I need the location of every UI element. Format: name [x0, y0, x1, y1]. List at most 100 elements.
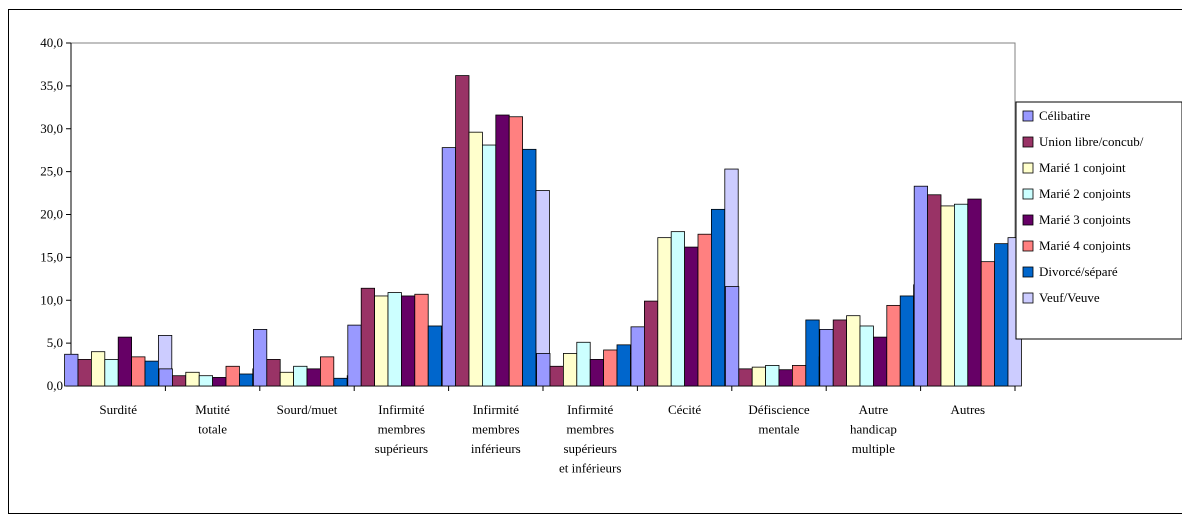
- bar: [549, 365, 564, 387]
- bar: [131, 356, 146, 387]
- x-tick-label: Autre: [859, 402, 889, 417]
- y-tick-label: 25,0: [40, 164, 63, 179]
- bar: [738, 368, 753, 387]
- y-tick-label: 30,0: [40, 121, 63, 136]
- bar: [117, 336, 132, 387]
- legend-swatch: [1022, 136, 1034, 148]
- x-tick-label: Infirmité: [473, 402, 519, 417]
- legend-label: Divorcé/séparé: [1039, 264, 1118, 279]
- bar: [805, 319, 820, 387]
- bar: [873, 336, 888, 387]
- bar: [859, 325, 874, 387]
- legend-label: Marié 1 conjoint: [1039, 160, 1126, 175]
- bar: [792, 365, 807, 387]
- bar: [225, 365, 240, 387]
- bar: [778, 369, 793, 387]
- bar: [400, 295, 416, 387]
- bar: [427, 325, 443, 387]
- bar: [238, 373, 254, 387]
- bar: [360, 287, 376, 387]
- x-tick-label: Surdité: [99, 402, 137, 417]
- bar: [252, 329, 268, 387]
- legend-label: Marié 3 conjoints: [1039, 212, 1131, 227]
- x-tick-label: handicap: [850, 422, 897, 437]
- bar: [468, 131, 483, 387]
- bar: [684, 246, 699, 387]
- x-tick-label: totale: [198, 422, 227, 437]
- bar: [293, 365, 308, 387]
- bar: [185, 371, 200, 387]
- bar: [765, 365, 780, 387]
- bar: [77, 359, 92, 387]
- legend-label: Marié 4 conjoints: [1039, 238, 1131, 253]
- x-tick-label: et inférieurs: [559, 461, 621, 476]
- bar: [266, 359, 281, 387]
- bar: [414, 293, 429, 387]
- x-tick-label: supérieurs: [375, 441, 428, 456]
- x-tick-label: inférieurs: [471, 441, 521, 456]
- legend-swatch: [1022, 162, 1034, 174]
- x-tick-label: Mutité: [195, 402, 230, 417]
- bar: [536, 353, 551, 387]
- bar: [104, 359, 119, 387]
- legend-label: Union libre/concub/: [1039, 134, 1144, 149]
- bar: [306, 368, 321, 387]
- bar: [630, 326, 645, 387]
- bar: [522, 148, 537, 387]
- bar: [980, 261, 996, 387]
- bar: [725, 286, 740, 387]
- bar: [899, 295, 915, 387]
- bar: [832, 319, 848, 387]
- bar: [576, 341, 591, 387]
- bar: [374, 295, 389, 387]
- bar: [589, 359, 605, 387]
- bar: [387, 292, 402, 387]
- x-tick-label: Défiscience: [748, 402, 810, 417]
- legend-label: Veuf/Veuve: [1039, 290, 1100, 305]
- legend-swatch: [1022, 188, 1034, 200]
- bar: [144, 360, 159, 387]
- x-tick-label: Cécité: [668, 402, 701, 417]
- bar: [603, 349, 618, 387]
- bar: [940, 205, 955, 387]
- bar: [158, 368, 173, 387]
- bar: [954, 203, 969, 387]
- bar: [819, 329, 834, 387]
- x-tick-label: Infirmité: [378, 402, 424, 417]
- bar: [886, 304, 901, 387]
- bar: [198, 375, 213, 387]
- bar: [64, 353, 79, 387]
- y-tick-label: 0,0: [47, 378, 63, 393]
- legend-swatch: [1022, 240, 1034, 252]
- legend-swatch: [1022, 214, 1034, 226]
- y-tick-label: 10,0: [40, 292, 63, 307]
- bar: [441, 147, 457, 387]
- bar: [967, 198, 982, 387]
- bar: [508, 116, 524, 387]
- bar: [711, 208, 726, 387]
- bar: [697, 233, 712, 387]
- x-tick-label: Infirmité: [567, 402, 613, 417]
- y-tick-label: 40,0: [40, 35, 63, 50]
- y-tick-label: 15,0: [40, 249, 63, 264]
- bar: [846, 315, 861, 387]
- legend: [1015, 101, 1182, 340]
- legend-swatch: [1022, 266, 1034, 278]
- y-tick-label: 20,0: [40, 207, 63, 222]
- bar: [751, 366, 767, 387]
- bar: [171, 375, 187, 387]
- bar: [319, 356, 335, 387]
- bar: [481, 144, 497, 387]
- bar: [657, 237, 672, 387]
- bar: [913, 185, 929, 387]
- bar: [616, 344, 631, 387]
- legend-label: Marié 2 conjoints: [1039, 186, 1131, 201]
- legend-swatch: [1022, 110, 1034, 122]
- bar: [927, 194, 942, 387]
- x-tick-label: multiple: [852, 441, 896, 456]
- y-tick-label: 5,0: [47, 335, 63, 350]
- x-tick-label: membres: [472, 422, 520, 437]
- x-tick-label: Sourd/muet: [277, 402, 338, 417]
- bar: [495, 114, 510, 387]
